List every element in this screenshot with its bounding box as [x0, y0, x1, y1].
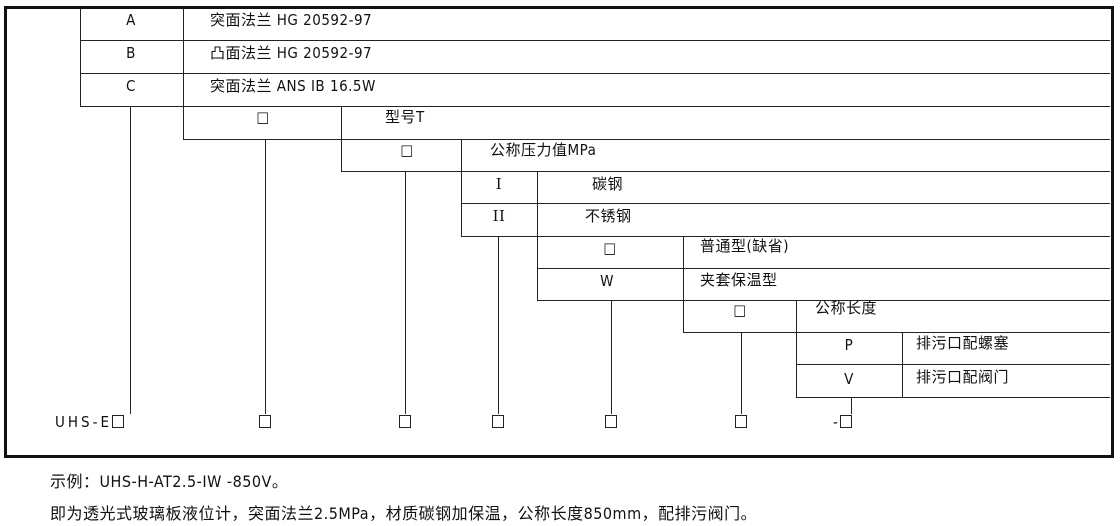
- code-slot-flange: [112, 415, 124, 428]
- line: [80, 40, 1110, 41]
- code-slot-type: [605, 415, 617, 428]
- code-slot-pressure: [399, 415, 411, 428]
- line: [796, 364, 1110, 365]
- drain-desc-v: 排污口配阀门: [916, 368, 1010, 386]
- line: [80, 106, 1110, 107]
- example-note: 示例：UHS-H-AT2.5-IW -850V。: [50, 472, 289, 491]
- flange-desc-a: 突面法兰 HG 20592-97: [210, 11, 373, 29]
- type-code-1: □: [603, 239, 617, 257]
- flange-desc-c: 突面法兰 ANS IB 16.5W: [210, 77, 376, 95]
- length-desc: 公称长度: [815, 299, 878, 317]
- connector-line: [405, 171, 406, 414]
- code-prefix: UHS-E: [55, 412, 124, 432]
- diagram-frame: [4, 6, 1114, 458]
- connector-line: [265, 139, 266, 414]
- line: [683, 236, 684, 333]
- code-slot-drain: [840, 415, 853, 428]
- line: [461, 236, 1110, 237]
- explanation-note: 即为透光式玻璃板液位计，突面法兰2.5MPa，材质碳钢加保温，公称长度850mm…: [50, 504, 758, 523]
- drain-code-v: V: [844, 370, 854, 388]
- material-code-2: II: [492, 207, 506, 225]
- model-desc: 型号T: [385, 108, 425, 126]
- flange-desc-b: 凸面法兰 HG 20592-97: [210, 44, 373, 62]
- code-slot-length: [735, 415, 747, 428]
- flange-code-b: B: [126, 44, 136, 62]
- line: [80, 73, 1110, 74]
- code-slot-model: [259, 415, 271, 428]
- material-desc-2: 不锈钢: [585, 207, 632, 225]
- drain-desc-p: 排污口配螺塞: [916, 334, 1010, 352]
- material-code-1: I: [495, 175, 503, 193]
- line: [537, 300, 1110, 301]
- model-code: □: [256, 108, 270, 126]
- line: [683, 332, 1110, 333]
- connector-line: [611, 300, 612, 414]
- line: [537, 268, 1110, 269]
- code-suffix: -: [833, 412, 853, 432]
- code-slot-material: [492, 415, 504, 428]
- flange-code-c: C: [126, 77, 136, 95]
- line: [183, 139, 1110, 140]
- line: [796, 300, 797, 397]
- code-prefix-text: UHS-E: [55, 413, 112, 431]
- material-desc-1: 碳钢: [592, 175, 624, 193]
- type-desc-1: 普通型(缺省): [700, 237, 790, 255]
- type-desc-2: 夹套保温型: [700, 271, 778, 289]
- flange-code-a: A: [126, 11, 136, 29]
- line: [461, 139, 462, 236]
- line: [341, 106, 342, 171]
- connector-line: [851, 397, 852, 414]
- line: [80, 7, 81, 107]
- length-code: □: [733, 301, 747, 319]
- pressure-code: □: [400, 141, 414, 159]
- type-code-2: W: [600, 272, 614, 290]
- code-dash: -: [833, 413, 839, 431]
- drain-code-p: P: [844, 336, 854, 354]
- pressure-desc: 公称压力值MPa: [490, 141, 597, 159]
- connector-line: [741, 332, 742, 414]
- connector-line: [130, 106, 131, 414]
- connector-line: [498, 236, 499, 414]
- line: [341, 171, 1110, 172]
- line: [461, 203, 1110, 204]
- line: [796, 397, 1110, 398]
